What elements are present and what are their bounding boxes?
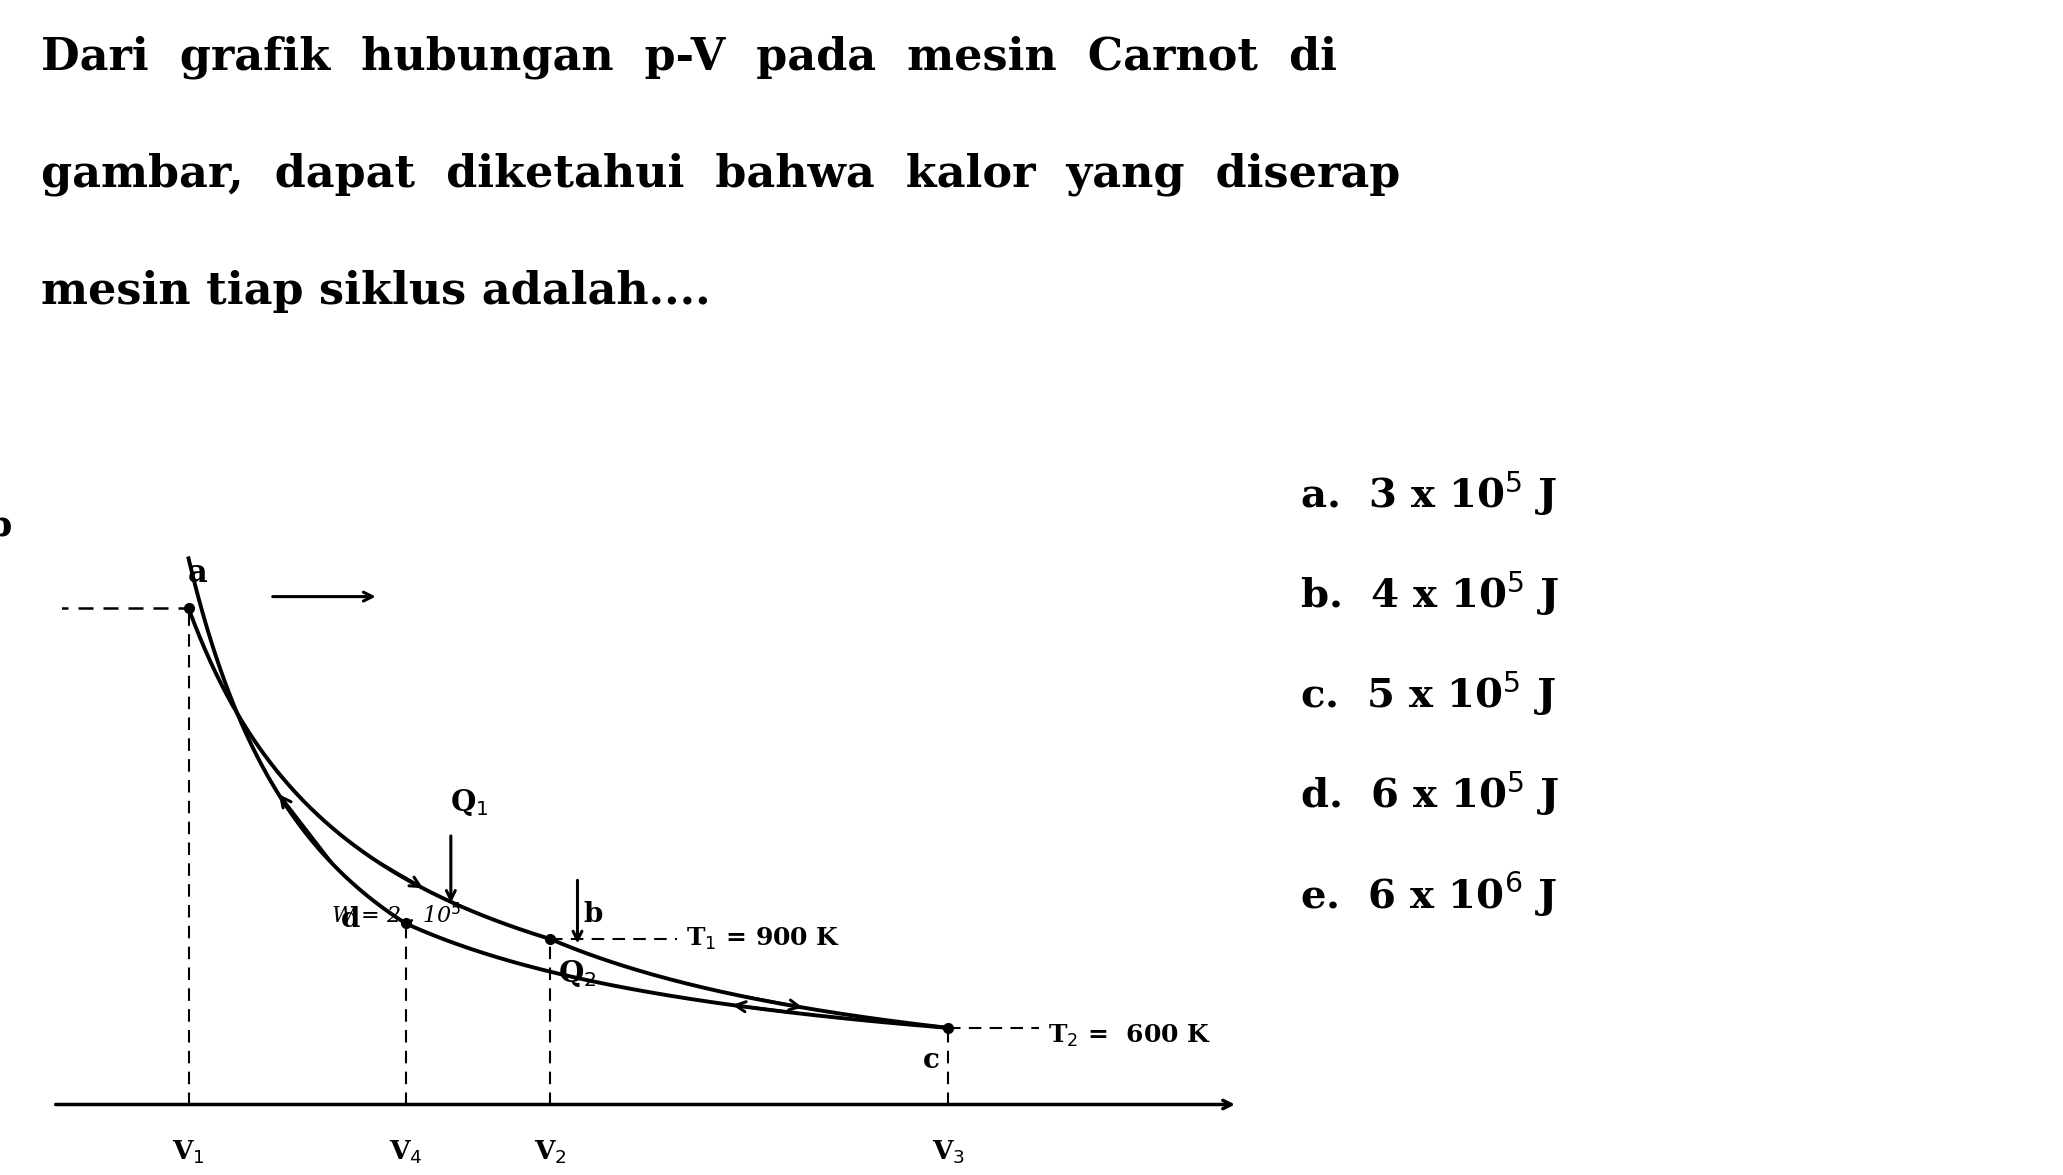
Text: b: b xyxy=(584,900,602,927)
Text: V$_2$: V$_2$ xyxy=(534,1139,567,1167)
Text: V$_1$: V$_1$ xyxy=(171,1139,204,1167)
Text: Q$_2$: Q$_2$ xyxy=(559,958,596,989)
Text: gambar,  dapat  diketahui  bahwa  kalor  yang  diserap: gambar, dapat diketahui bahwa kalor yang… xyxy=(41,153,1401,196)
Text: Q$_1$: Q$_1$ xyxy=(450,787,489,818)
Text: c: c xyxy=(922,1047,939,1074)
Text: a.  3 x 10$^5$ J: a. 3 x 10$^5$ J xyxy=(1300,470,1558,518)
Text: e.  6 x 10$^6$ J: e. 6 x 10$^6$ J xyxy=(1300,870,1556,919)
Text: T$_1$ = 900 K: T$_1$ = 900 K xyxy=(687,926,840,952)
Text: d: d xyxy=(340,906,361,933)
Text: T$_2$ =  600 K: T$_2$ = 600 K xyxy=(1048,1022,1211,1048)
Text: Dari  grafik  hubungan  p-V  pada  mesin  Carnot  di: Dari grafik hubungan p-V pada mesin Carn… xyxy=(41,35,1337,79)
Text: W = 2 . 10$^5$: W = 2 . 10$^5$ xyxy=(332,904,462,928)
Text: V$_3$: V$_3$ xyxy=(932,1139,965,1167)
Text: b.  4 x 10$^5$ J: b. 4 x 10$^5$ J xyxy=(1300,570,1560,618)
Text: d.  6 x 10$^5$ J: d. 6 x 10$^5$ J xyxy=(1300,770,1560,818)
Text: mesin tiap siklus adalah....: mesin tiap siklus adalah.... xyxy=(41,270,712,314)
Text: c.  5 x 10$^5$ J: c. 5 x 10$^5$ J xyxy=(1300,670,1556,718)
Text: V$_4$: V$_4$ xyxy=(388,1139,423,1167)
Text: a: a xyxy=(188,558,208,589)
Text: p: p xyxy=(0,509,10,543)
